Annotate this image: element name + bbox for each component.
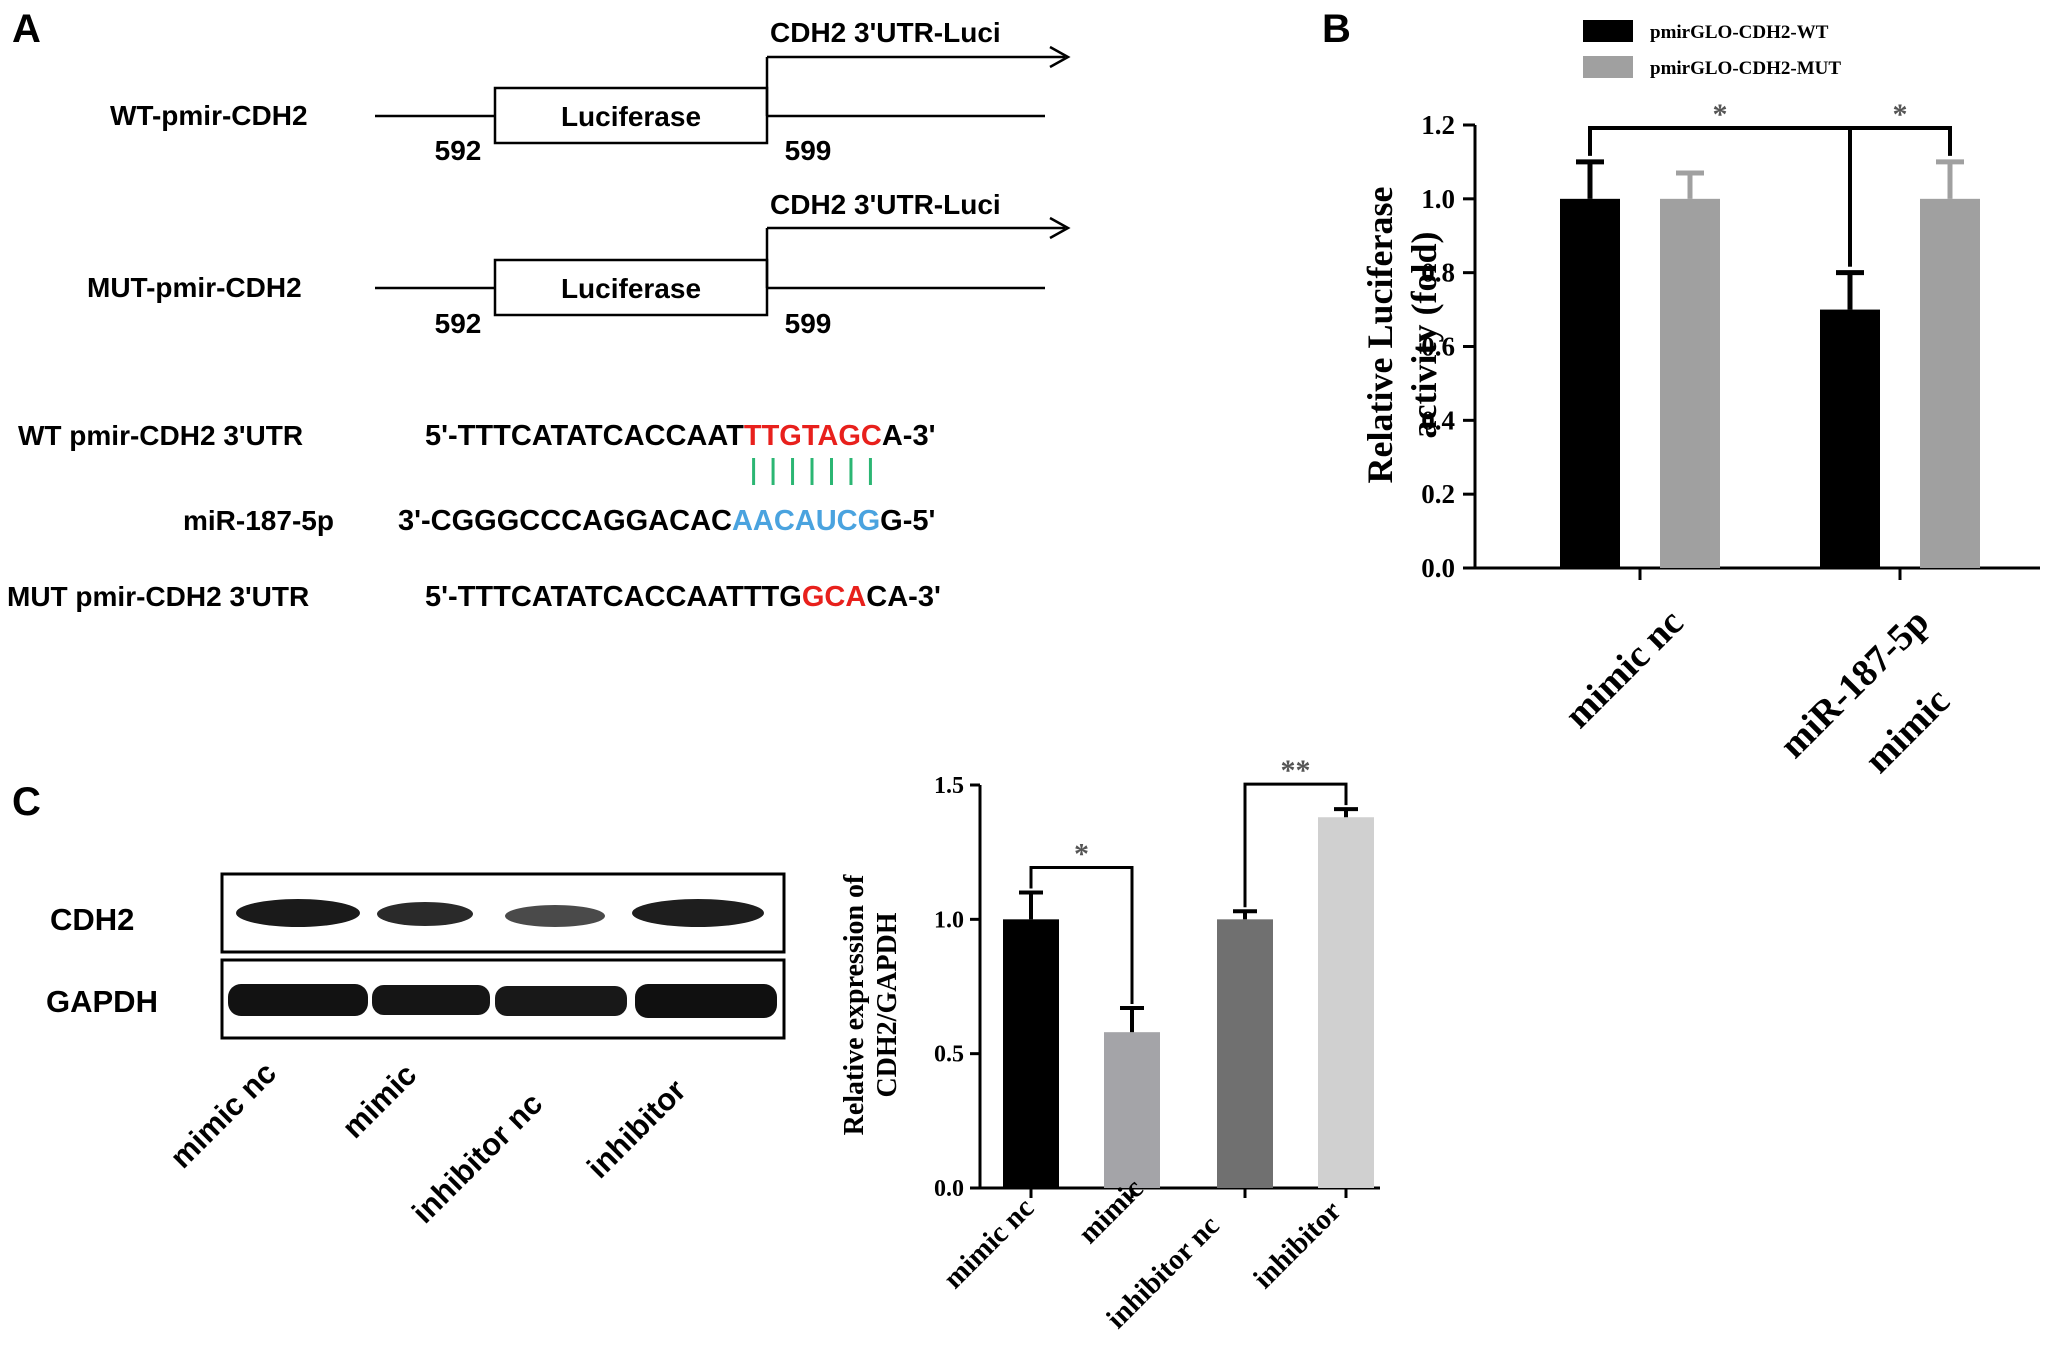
blot-lane-label: inhibitor: [580, 1073, 692, 1185]
blot-lane-label: mimic: [335, 1057, 423, 1145]
y-tick-label: 1.0: [934, 907, 964, 933]
mut-seq-label: MUT pmir-CDH2 3'UTR: [7, 581, 309, 612]
western-blot: CDH2 GAPDH mimic nc mimic inhibitor nc i…: [46, 872, 786, 1230]
significance-bracket: [1243, 782, 1348, 908]
panel-a: A WT-pmir-CDH2 Luciferase CDH2 3'UTR-Luc…: [7, 7, 1071, 613]
bar: [1003, 919, 1059, 1188]
band: [495, 986, 627, 1016]
y-tick-label: 0.6: [1421, 332, 1455, 362]
y-tick-label: 0.8: [1421, 258, 1455, 288]
y-tick-label: 0.4: [1421, 405, 1455, 435]
significance-bracket: [1848, 126, 1952, 267]
bar: [1660, 198, 1720, 569]
sequence-alignment: WT pmir-CDH2 3'UTR 5'-TTTCATATCACCAATTTG…: [7, 420, 941, 613]
significance-bracket: [1029, 865, 1134, 1004]
panel-c-letter: C: [12, 780, 41, 824]
y-tick-label: 0.2: [1421, 479, 1455, 509]
legend-label-mut: pmirGLO-CDH2-MUT: [1650, 58, 1841, 79]
cdh2-bands: [236, 899, 764, 927]
arrowhead-icon: [1049, 45, 1071, 69]
legend-swatch-mut: [1583, 56, 1633, 78]
mut-seq: 5'-TTTCATATCACCAATTTGGCACA-3': [425, 581, 941, 613]
significance-label: *: [1893, 98, 1908, 131]
wt-seq: 5'-TTTCATATCACCAATTTGTAGCA-3': [425, 420, 935, 452]
wt-seq-highlight: TTGTAGC: [744, 420, 882, 452]
band: [505, 905, 605, 927]
mir-seq-suffix: G-5': [880, 505, 935, 537]
x-category-label: mimic nc: [937, 1192, 1040, 1295]
mut-seq-suffix: CA-3': [866, 581, 941, 613]
wt-construct: WT-pmir-CDH2 Luciferase CDH2 3'UTR-Luci …: [110, 17, 1071, 166]
panel-b: B pmirGLO-CDH2-WT pmirGLO-CDH2-MUT Relat…: [1322, 7, 2040, 781]
mut-construct-name: MUT-pmir-CDH2: [87, 272, 302, 303]
base-pairing-lines: [752, 458, 872, 485]
gapdh-bands: [228, 984, 777, 1018]
c-ylabel-line1: Relative expression of: [839, 874, 870, 1135]
mut-construct: MUT-pmir-CDH2 Luciferase CDH2 3'UTR-Luci…: [87, 189, 1071, 339]
y-tick-label: 1.5: [934, 773, 964, 799]
blot-row-label-cdh2: CDH2: [50, 902, 134, 937]
arrowhead-icon: [1049, 216, 1071, 240]
mir-seq-prefix: 3'-CGGGCCCAGGACAC: [398, 505, 732, 537]
mut-pos-right: 599: [785, 308, 832, 339]
mir-seq-label: miR-187-5p: [183, 505, 334, 536]
bar: [1104, 1032, 1160, 1188]
significance-label: *: [1713, 98, 1728, 131]
bar: [1820, 309, 1880, 568]
blot-row-label-gapdh: GAPDH: [46, 984, 158, 1019]
c-ylabel-line2: CDH2/GAPDH: [872, 912, 903, 1097]
y-tick-label: 1.0: [1421, 184, 1455, 214]
mir-seq: 3'-CGGGCCCAGGACACAACAUCGG-5': [398, 505, 935, 537]
band: [236, 899, 360, 927]
wt-construct-name: WT-pmir-CDH2: [110, 100, 308, 131]
panel-b-letter: B: [1322, 7, 1351, 51]
y-tick-label: 0.0: [934, 1176, 964, 1202]
mut-luciferase-label: Luciferase: [561, 273, 701, 304]
bar: [1560, 198, 1620, 569]
x-category-label: mimic nc: [1557, 601, 1692, 736]
band: [372, 985, 490, 1015]
mut-seq-prefix: 5'-TTTCATATCACCAATTTG: [425, 581, 802, 613]
blot-lane-label: mimic nc: [163, 1055, 283, 1175]
y-tick-label: 0.0: [1421, 553, 1455, 583]
bar: [1920, 198, 1980, 569]
mut-seq-highlight: GCA: [802, 581, 867, 613]
legend-swatch-wt: [1583, 20, 1633, 42]
legend-label-wt: pmirGLO-CDH2-WT: [1650, 22, 1829, 43]
wt-seq-prefix: 5'-TTTCATATCACCAAT: [425, 420, 744, 452]
mir-seq-highlight: AACAUCG: [732, 505, 880, 537]
legend: pmirGLO-CDH2-WT pmirGLO-CDH2-MUT: [1583, 20, 1841, 79]
wt-seq-label: WT pmir-CDH2 3'UTR: [18, 420, 303, 451]
b-ylabel-line2: activity (fold): [1404, 232, 1444, 439]
bar: [1217, 919, 1273, 1188]
y-tick-label: 0.5: [934, 1042, 964, 1068]
y-tick-label: 1.2: [1421, 110, 1455, 140]
mut-pos-left: 592: [435, 308, 482, 339]
significance-label: *: [1074, 837, 1089, 870]
wt-pos-right: 599: [785, 135, 832, 166]
wt-luciferase-label: Luciferase: [561, 101, 701, 132]
bar: [1318, 817, 1374, 1188]
x-category-label: inhibitor: [1247, 1195, 1347, 1295]
wt-arrow-label: CDH2 3'UTR-Luci: [770, 17, 1001, 48]
x-category-label: inhibitor nc: [1100, 1209, 1225, 1334]
band: [632, 899, 764, 927]
band: [635, 984, 777, 1018]
wt-seq-suffix: A-3': [882, 420, 936, 452]
mut-arrow-label: CDH2 3'UTR-Luci: [770, 189, 1001, 220]
b-ylabel-line1: Relative Luciferase: [1360, 187, 1400, 484]
band: [228, 984, 368, 1016]
blot-lane-label: inhibitor nc: [405, 1086, 549, 1230]
wt-pos-left: 592: [435, 135, 482, 166]
band: [377, 902, 473, 926]
significance-label: **: [1281, 754, 1311, 787]
panel-a-letter: A: [12, 7, 41, 51]
panel-c: C CDH2 GAPDH mimic nc mimic inhibitor nc: [12, 754, 1380, 1335]
